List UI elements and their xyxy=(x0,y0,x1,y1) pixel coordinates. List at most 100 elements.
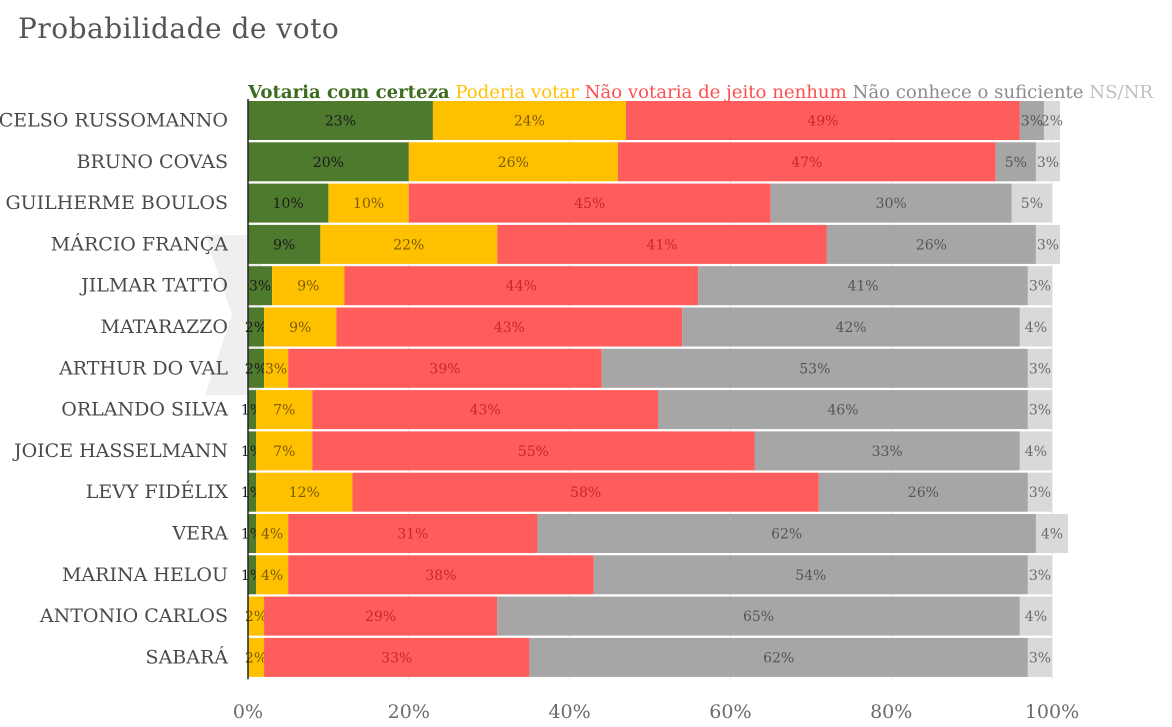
bar-segment xyxy=(1035,142,1061,182)
category-label: SABARÁ xyxy=(146,645,229,668)
data-label: 10% xyxy=(273,196,304,212)
bar-segment xyxy=(264,596,498,636)
category-label: VERA xyxy=(171,523,228,545)
bar-segment xyxy=(601,348,1028,388)
category-label: MATARAZZO xyxy=(101,316,229,338)
data-label: 26% xyxy=(916,237,947,253)
bar-segment xyxy=(248,431,257,471)
bar-segment xyxy=(1027,348,1052,388)
bar-segment xyxy=(1019,596,1052,636)
bar-segment xyxy=(336,307,683,347)
bar-segment xyxy=(698,266,1028,306)
category-label: JILMAR TATTO xyxy=(79,275,228,297)
data-label: 7% xyxy=(273,444,295,460)
data-label: 4% xyxy=(261,527,283,543)
category-label: ANTONIO CARLOS xyxy=(39,605,228,627)
bar-segment xyxy=(593,555,1028,595)
bar-segment xyxy=(256,390,313,430)
data-label: 20% xyxy=(313,155,344,171)
data-label: 3% xyxy=(1029,485,1051,501)
bar-segment xyxy=(312,431,755,471)
bar-segment xyxy=(1027,390,1052,430)
data-label: 9% xyxy=(297,279,319,295)
data-label: 3% xyxy=(1029,403,1051,419)
bar-segment xyxy=(408,183,771,223)
data-label: 3% xyxy=(1037,155,1059,171)
data-label: 62% xyxy=(763,650,794,666)
data-label: 3% xyxy=(1029,650,1051,666)
bar-segment xyxy=(248,596,265,636)
data-label: 46% xyxy=(827,403,858,419)
data-label: 4% xyxy=(1025,444,1047,460)
data-label: 43% xyxy=(470,403,501,419)
bar-segment xyxy=(248,266,273,306)
category-label: MARINA HELOU xyxy=(62,564,228,586)
bar-segment xyxy=(264,637,530,677)
data-label: 38% xyxy=(425,568,456,584)
data-label: 31% xyxy=(397,527,428,543)
bar-segment xyxy=(1027,266,1052,306)
data-label: 41% xyxy=(847,279,878,295)
data-label: 54% xyxy=(795,568,826,584)
bar-segment xyxy=(1035,224,1061,264)
data-label: 2% xyxy=(245,320,267,336)
bar-segment xyxy=(682,307,1020,347)
bar-segment xyxy=(248,348,265,388)
category-label: JOICE HASSELMANN xyxy=(12,440,228,462)
bar-segment xyxy=(248,637,265,677)
data-label: 45% xyxy=(574,196,605,212)
bar-segment xyxy=(1027,472,1052,512)
legend-item: Não conhece o suficiente xyxy=(852,82,1083,103)
legend-item: Votaria com certeza xyxy=(247,82,450,103)
x-tick-label: 0% xyxy=(233,701,263,723)
bar-segment xyxy=(770,183,1012,223)
category-labels: CELSO RUSSOMANNO BRUNO COVAS GUILHERME BOU… xyxy=(0,110,228,669)
category-label: ARTHUR DO VAL xyxy=(58,357,228,379)
bar-segment xyxy=(818,472,1028,512)
category-label: LEVY FIDÉLIX xyxy=(86,480,229,503)
legend-item: NS/NR xyxy=(1089,82,1154,103)
data-label: 9% xyxy=(273,237,295,253)
bar-segment xyxy=(328,183,409,223)
bar-segment xyxy=(248,183,329,223)
bars: 23% 24% 49% 3%2%20% 26% 47% 5% 3%10% 10% 45% 30% 5%… xyxy=(241,99,1069,680)
bar-segment xyxy=(1035,514,1069,553)
legend: Votaria com certeza Poderia votar Não vota… xyxy=(247,82,1154,103)
bar-segment xyxy=(320,224,498,264)
data-label: 55% xyxy=(518,444,549,460)
data-label: 3% xyxy=(265,361,287,377)
data-label: 47% xyxy=(791,155,822,171)
x-tick-label: 100% xyxy=(1025,701,1079,723)
bar-segment xyxy=(256,514,289,553)
bar-segment xyxy=(995,142,1036,182)
x-tick-label: 20% xyxy=(388,701,430,723)
x-axis-ticks: 0% 20% 40% 60% 80% 100% xyxy=(233,701,1079,723)
data-label: 41% xyxy=(646,237,677,253)
data-label: 62% xyxy=(771,527,802,543)
data-label: 2% xyxy=(245,650,267,666)
data-label: 22% xyxy=(393,237,424,253)
bar-segment xyxy=(248,390,257,430)
bar-segment xyxy=(1019,431,1052,471)
bar-segment xyxy=(537,514,1036,553)
data-label: 5% xyxy=(1005,155,1027,171)
bar-segment xyxy=(272,266,345,306)
x-tick-label: 80% xyxy=(870,701,912,723)
data-label: 53% xyxy=(799,361,830,377)
bar-segment xyxy=(288,514,538,553)
data-label: 3% xyxy=(1037,237,1059,253)
data-label: 30% xyxy=(876,196,907,212)
category-label: ORLANDO SILVA xyxy=(61,399,228,421)
category-label: GUILHERME BOULOS xyxy=(5,192,228,214)
data-label: 12% xyxy=(289,485,320,501)
bar-segment xyxy=(529,637,1028,677)
data-label: 26% xyxy=(498,155,529,171)
x-tick-label: 40% xyxy=(548,701,590,723)
bar-segment xyxy=(256,431,313,471)
data-label: 29% xyxy=(365,609,396,625)
bar-segment xyxy=(248,472,257,512)
bar-segment xyxy=(617,142,996,182)
data-label: 2% xyxy=(1041,114,1063,130)
data-label: 33% xyxy=(381,650,412,666)
data-label: 10% xyxy=(353,196,384,212)
